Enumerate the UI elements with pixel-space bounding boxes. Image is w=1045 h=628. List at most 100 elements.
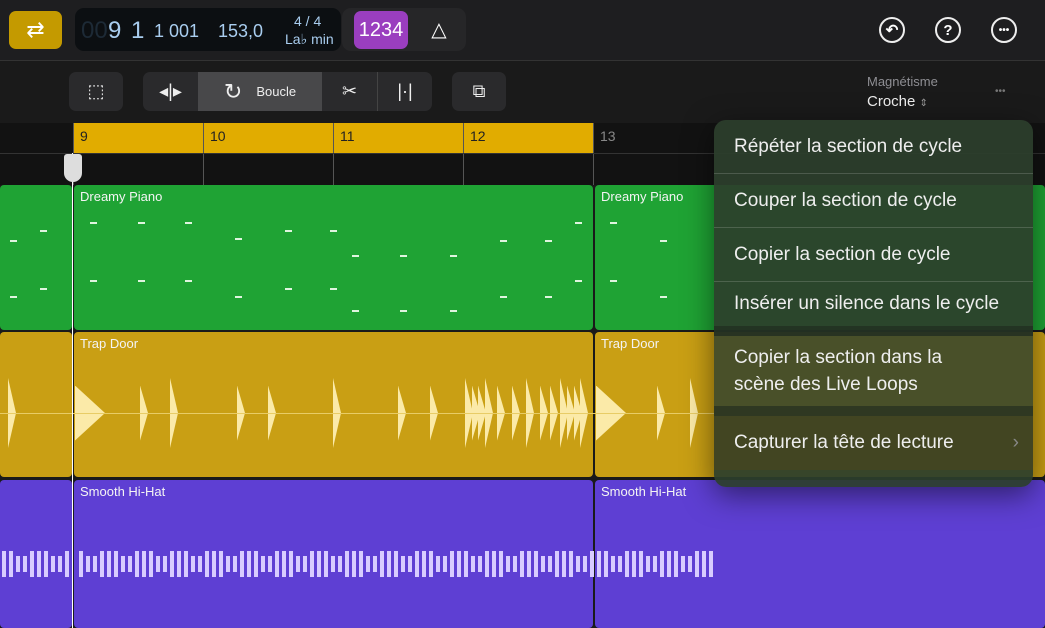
waveform-hit [492, 551, 496, 577]
menu-item-repeat-cycle[interactable]: Répéter la section de cycle [714, 120, 1033, 174]
help-button[interactable]: ? [935, 17, 961, 43]
waveform-hit [590, 551, 594, 577]
waveform-hit [219, 551, 223, 577]
waveform-hit [681, 556, 685, 572]
waveform-hit [478, 556, 482, 572]
waveform-hit [163, 556, 167, 572]
menu-item-cut-cycle[interactable]: Couper la section de cycle [714, 174, 1033, 228]
undo-icon: ↶ [885, 22, 899, 39]
waveform-hit [296, 556, 300, 572]
chevron-up-down-icon: ⇕ [919, 98, 928, 109]
lcd-display[interactable]: 00 9 1 1 001 153,0 4 / 4 La♭ min [75, 8, 341, 51]
snap-value: Croche [867, 93, 916, 110]
waveform-hit [268, 556, 272, 572]
midi-note [352, 255, 359, 257]
waveform-hit [429, 551, 433, 577]
menu-item-copy-cycle[interactable]: Copier la section de cycle [714, 228, 1033, 282]
waveform-hit [331, 556, 335, 572]
waveform-hit [261, 556, 265, 572]
region-name: Trap Door [80, 336, 139, 351]
waveform-hit [247, 551, 251, 577]
help-icon: ? [943, 21, 953, 39]
join-button[interactable]: |·| [378, 72, 432, 111]
waveform-hit [128, 556, 132, 572]
waveform-hit [576, 556, 580, 572]
time-signature: 4 / 4 [294, 13, 322, 29]
select-button[interactable]: ⬚ [69, 72, 123, 111]
playhead-handle[interactable] [64, 154, 82, 182]
midi-note [545, 240, 552, 242]
waveform-hit [639, 551, 643, 577]
more-options-button[interactable]: ••• [991, 17, 1017, 43]
midi-note [500, 296, 507, 298]
menu-item-copy-to-live-loops[interactable]: Copier la section dans la scène des Live… [714, 336, 1033, 416]
region-dreamy-piano[interactable]: Dreamy Piano [74, 185, 593, 330]
snap-label: Magnétisme [867, 74, 938, 89]
region-name: Smooth Hi-Hat [601, 484, 687, 499]
waveform-hit [387, 551, 391, 577]
midi-note [330, 288, 337, 290]
playhead[interactable] [72, 153, 73, 628]
waveform-hit [653, 556, 657, 572]
waveform-hit [324, 551, 328, 577]
menu-item-insert-silence[interactable]: Insérer un silence dans le cycle [714, 282, 1033, 336]
waveform-hit [121, 556, 125, 572]
waveform-hit [709, 551, 713, 577]
undo-button[interactable]: ↶ [879, 17, 905, 43]
waveform-hit [289, 551, 293, 577]
waveform-hit [135, 551, 139, 577]
waveform-hit [275, 551, 279, 577]
waveform-hit [303, 556, 307, 572]
split-button[interactable]: ✂ [322, 72, 378, 111]
waveform-hit [450, 551, 454, 577]
midi-note [40, 288, 47, 290]
menu-item-capture-playhead[interactable]: Capturer la tête de lecture › [714, 416, 1033, 470]
waveform-hit [401, 556, 405, 572]
count-in-button[interactable]: 1234 [354, 11, 408, 49]
waveform-hit [240, 551, 244, 577]
region-name: Trap Door [601, 336, 660, 351]
waveform-hit [254, 551, 258, 577]
waveform-hit [611, 556, 615, 572]
edit-toolbar: ⬚ ◂|▸ ↻ Boucle ✂ |·| ⧉ Magnétisme Croche … [0, 62, 1045, 123]
scissors-icon: ✂ [341, 81, 358, 101]
cycle-icon: ⇄ [26, 17, 45, 42]
tempo: 153,0 [218, 21, 264, 41]
copy-button[interactable]: ⧉ [452, 72, 506, 111]
region-dreamy-piano-prev[interactable] [0, 185, 72, 330]
waveform-hit [226, 556, 230, 572]
waveform-hit [366, 556, 370, 572]
waveform-hit [184, 551, 188, 577]
metronome-button[interactable]: △ [412, 8, 466, 51]
waveform-hit [44, 551, 48, 577]
midi-note [185, 280, 192, 282]
waveform-hit [310, 551, 314, 577]
trim-button[interactable]: ◂|▸ [143, 72, 198, 111]
waveform-hit [23, 556, 27, 572]
waveform-hit [583, 556, 587, 572]
waveform-hit [394, 551, 398, 577]
region-name: Smooth Hi-Hat [80, 484, 166, 499]
waveform-hit [233, 556, 237, 572]
midi-note [90, 280, 97, 282]
midi-note [10, 296, 17, 298]
waveform-hit [674, 551, 678, 577]
ruler-bar-10: 10 [203, 123, 226, 185]
midi-note [610, 280, 617, 282]
toolbar-more-button[interactable]: ••• [995, 86, 1006, 97]
snap-select[interactable]: Croche ⇕ [867, 93, 928, 110]
waveform-hit [345, 551, 349, 577]
waveform-hit [520, 551, 524, 577]
waveform-hit [506, 556, 510, 572]
waveform-hit [317, 551, 321, 577]
cycle-context-menu: Répéter la section de cycle Couper la se… [714, 120, 1033, 487]
loop-button[interactable]: ↻ Boucle [198, 72, 322, 111]
waveform-hit [562, 551, 566, 577]
cycle-button[interactable]: ⇄ [9, 11, 62, 49]
key: La♭ min [285, 31, 334, 47]
waveform-hit [177, 551, 181, 577]
region-smooth-hi-hat[interactable]: Smooth Hi-Hat [74, 480, 593, 628]
midi-note [500, 240, 507, 242]
ellipsis-icon: ••• [998, 24, 1010, 36]
waveform-hit [37, 551, 41, 577]
